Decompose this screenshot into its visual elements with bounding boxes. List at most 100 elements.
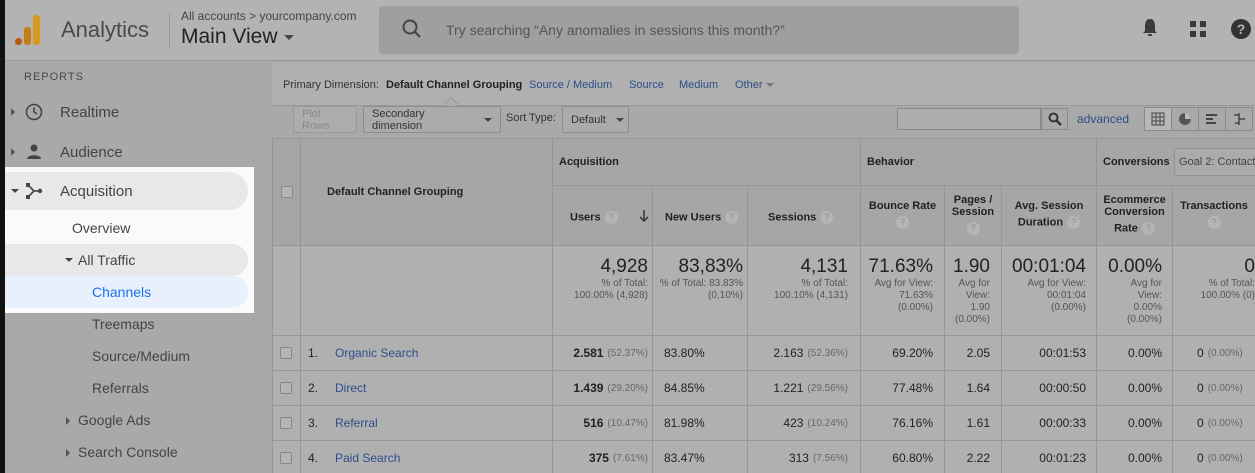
table-row-dimension: 1. Organic Search [301, 336, 553, 371]
dimension-source-medium-link[interactable]: Source / Medium [529, 79, 613, 91]
select-all-checkbox[interactable] [281, 186, 293, 198]
help-icon[interactable]: ? [1230, 18, 1252, 40]
behavior-group-label: Behavior [867, 156, 915, 168]
dimension-source-link[interactable]: Source [629, 79, 664, 91]
channel-link[interactable]: Organic Search [335, 346, 419, 360]
row-checkbox[interactable] [280, 382, 292, 394]
table-cell-users: 375 (7.61%) [553, 441, 653, 473]
help-tooltip-icon[interactable]: ? [966, 222, 980, 236]
bell-icon[interactable] [1141, 17, 1159, 39]
sort-descending-icon[interactable] [639, 209, 649, 223]
cell-value: 2.22 [966, 451, 990, 465]
sidebar-item-audience[interactable]: Audience [5, 133, 248, 171]
transactions-label: Transactions [1180, 200, 1248, 212]
avg-session-duration-column-header[interactable]: Avg. Session Duration? [1002, 186, 1097, 246]
goal-selector-dropdown[interactable]: Goal 2: Contact [1174, 148, 1255, 176]
primary-dimension-active[interactable]: Default Channel Grouping [386, 79, 523, 91]
table-filter-search-button[interactable] [1041, 108, 1068, 130]
row-checkbox[interactable] [280, 452, 292, 464]
cell-value: 81.98% [664, 416, 705, 430]
conversion-label: Conversion [1104, 206, 1165, 218]
bounce-rate-column-header[interactable]: Bounce Rate ? [861, 186, 945, 246]
comparison-view-button[interactable] [1225, 107, 1253, 131]
help-tooltip-icon[interactable]: ? [604, 211, 618, 224]
sidebar-item-treemaps[interactable]: Treemaps [92, 316, 155, 332]
primary-dimension-label: Primary Dimension: [283, 79, 379, 91]
account-breadcrumb[interactable]: All accounts > yourcompany.com [181, 9, 357, 23]
totals-transactions: 0 % of Total: 100.00% (0) [1173, 246, 1255, 336]
sidebar-item-google-ads[interactable]: Google Ads [66, 412, 150, 428]
users-column-header[interactable]: Users? [553, 186, 653, 246]
total-value: 83,83% [678, 256, 743, 277]
cell-value: 0.00% [1127, 381, 1162, 395]
sidebar-item-referrals[interactable]: Referrals [92, 380, 149, 396]
search-icon [1048, 112, 1062, 126]
dimension-medium-link[interactable]: Medium [679, 79, 719, 91]
analytics-logo-icon[interactable] [15, 15, 41, 45]
chevron-down-icon [615, 117, 624, 122]
row-index: 2. [308, 381, 319, 395]
help-tooltip-icon[interactable]: ? [1207, 215, 1221, 229]
dimension-other-dropdown[interactable]: Other [735, 79, 774, 91]
secondary-dimension-dropdown[interactable]: Secondary dimension [363, 106, 501, 133]
sidebar-item-all-traffic[interactable]: All Traffic [5, 244, 248, 276]
cell-percent: (0.00%) [1207, 382, 1243, 394]
performance-view-button[interactable] [1198, 107, 1226, 131]
sidebar-item-overview[interactable]: Overview [72, 220, 131, 236]
transactions-column-header[interactable]: Transactions ? [1173, 186, 1255, 246]
pie-view-button[interactable] [1171, 107, 1199, 131]
total-value: 4,131 [800, 256, 848, 277]
table-filter-input[interactable] [897, 108, 1041, 130]
expand-caret-icon [11, 148, 15, 156]
sessions-column-header[interactable]: Sessions? [748, 186, 861, 246]
help-tooltip-icon[interactable]: ? [725, 211, 739, 224]
advanced-filter-link[interactable]: advanced [1077, 112, 1130, 126]
row-checkbox[interactable] [280, 417, 292, 429]
table-cell-ecommerce: 0.00% [1097, 406, 1173, 441]
table-view-button[interactable] [1144, 107, 1172, 131]
view-selector[interactable]: Main View [181, 25, 294, 49]
sidebar-item-label: Google Ads [78, 412, 151, 428]
search-input[interactable]: Try searching “Any anomalies in sessions… [379, 6, 1019, 54]
help-tooltip-icon[interactable]: ? [1141, 222, 1155, 235]
cell-value: 1.221 [773, 381, 804, 395]
channel-link[interactable]: Direct [335, 381, 367, 395]
table-cell-bounce-rate: 76.16% [861, 406, 945, 441]
sidebar-item-acquisition[interactable]: Acquisition [5, 172, 248, 210]
table-cell-sessions: 423 (10.24%) [748, 406, 861, 441]
table-cell-pages-session: 2.05 [945, 336, 1002, 371]
cell-value: 516 [583, 416, 604, 430]
sidebar-item-source-medium[interactable]: Source/Medium [92, 348, 191, 364]
cell-value: 00:01:23 [1039, 451, 1086, 465]
plot-rows-button[interactable]: Plot Rows [293, 106, 357, 133]
row-checkbox[interactable] [280, 347, 292, 359]
apps-grid-icon[interactable] [1189, 20, 1207, 38]
cell-value: 0 [1197, 416, 1204, 430]
expand-caret-icon [11, 108, 15, 116]
channel-link[interactable]: Paid Search [335, 451, 401, 465]
help-tooltip-icon[interactable]: ? [820, 211, 834, 224]
cell-value: 375 [588, 451, 609, 465]
other-label: Other [735, 79, 763, 91]
chevron-down-icon [765, 83, 774, 88]
cell-value: 1.64 [966, 381, 990, 395]
help-tooltip-icon[interactable]: ? [896, 215, 909, 229]
total-sub: View: [965, 290, 990, 301]
ecommerce-conversion-rate-column-header[interactable]: Ecommerce Conversion Rate? [1097, 186, 1173, 246]
sort-type-label: Sort Type: [506, 112, 556, 124]
channel-link[interactable]: Referral [335, 416, 378, 430]
sidebar-item-channels[interactable]: Channels [5, 276, 248, 308]
sidebar-item-realtime[interactable]: Realtime [5, 93, 248, 131]
table-cell-transactions: 0 (0.00%) [1173, 336, 1255, 371]
help-tooltip-icon[interactable]: ? [1067, 216, 1081, 229]
svg-text:?: ? [1237, 21, 1246, 37]
sort-type-dropdown[interactable]: Default [562, 106, 629, 133]
table-cell-ecommerce: 0.00% [1097, 336, 1173, 371]
sidebar-item-search-console[interactable]: Search Console [66, 444, 178, 460]
dimension-column-header[interactable]: Default Channel Grouping [327, 186, 464, 198]
pages-session-column-header[interactable]: Pages / Session ? [945, 186, 1002, 246]
total-sub: Avg for [958, 278, 991, 289]
sort-type-value: Default [571, 113, 606, 126]
app-name: Analytics [61, 17, 150, 42]
new-users-column-header[interactable]: New Users? [653, 186, 748, 246]
